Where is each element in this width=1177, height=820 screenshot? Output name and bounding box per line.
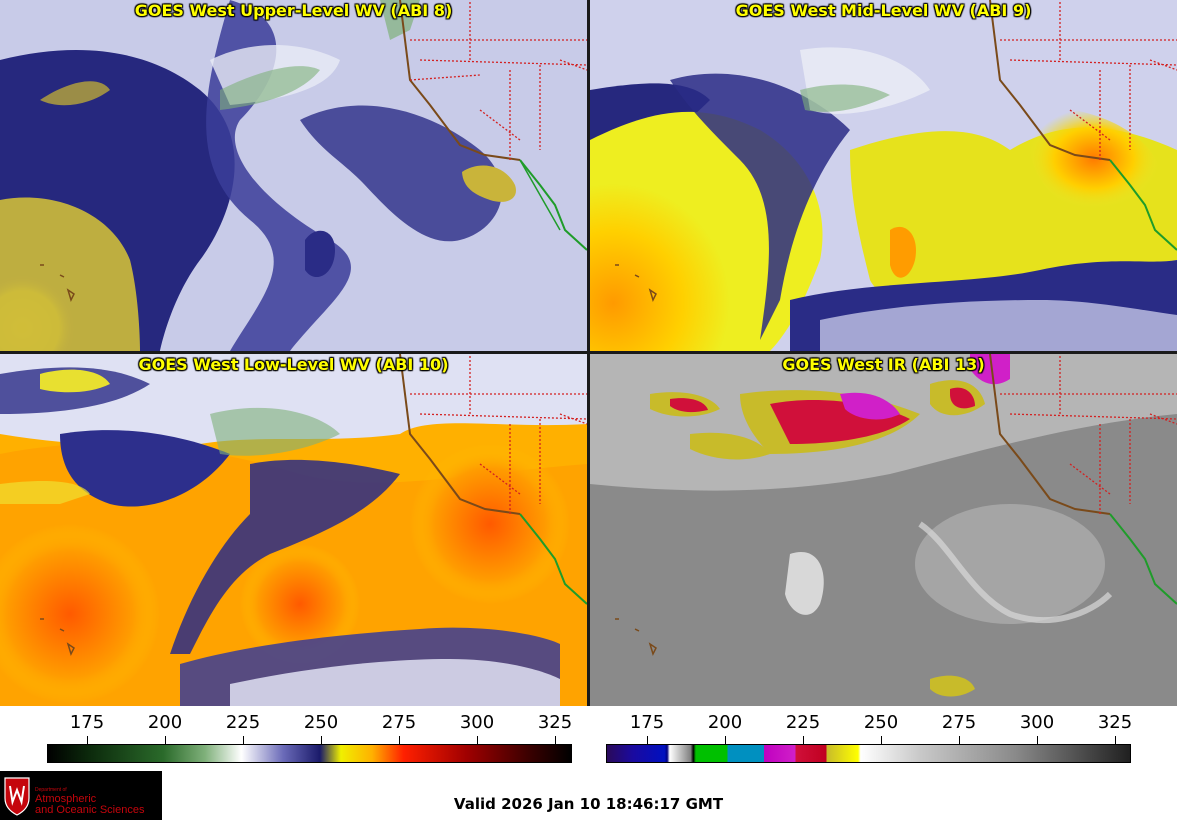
aos-logo: Department of Atmospheric and Oceanic Sc… <box>0 771 162 820</box>
ir-tick-mark <box>803 736 804 744</box>
mid-level-wv-image <box>590 0 1177 351</box>
wv-tick-label: 300 <box>459 712 495 733</box>
ir-tick-mark <box>1115 736 1116 744</box>
wv-tick-label: 250 <box>303 712 339 733</box>
wv-tick-mark <box>399 736 400 744</box>
upper-level-wv-panel: GOES West Upper-Level WV (ABI 8) <box>0 0 587 351</box>
ir-panel: GOES West IR (ABI 13) <box>590 354 1177 706</box>
ir-tick-label: 200 <box>707 712 743 733</box>
logo-line1: Atmospheric <box>35 793 97 805</box>
panel-divider-horizontal <box>0 351 1177 354</box>
mid-level-wv-panel: GOES West Mid-Level WV (ABI 9) <box>590 0 1177 351</box>
ir-tick-mark <box>1037 736 1038 744</box>
valid-time: Valid 2026 Jan 10 18:46:17 GMT <box>453 795 724 813</box>
wv-tick-mark <box>243 736 244 744</box>
upper-level-wv-image <box>0 0 587 351</box>
low-level-wv-panel: GOES West Low-Level WV (ABI 10) <box>0 354 587 706</box>
ir-tick-mark <box>881 736 882 744</box>
low-level-wv-title: GOES West Low-Level WV (ABI 10) <box>138 355 449 374</box>
wv-tick-mark <box>321 736 322 744</box>
wv-tick-label: 275 <box>381 712 417 733</box>
ir-title: GOES West IR (ABI 13) <box>782 355 985 374</box>
ir-tick-label: 175 <box>629 712 665 733</box>
wv-tick-label: 175 <box>69 712 105 733</box>
ir-tick-mark <box>647 736 648 744</box>
ir-tick-label: 275 <box>941 712 977 733</box>
logo-line2: and Oceanic Sciences <box>35 804 145 816</box>
ir-image <box>590 354 1177 706</box>
ir-tick-mark <box>959 736 960 744</box>
logo-department-text: Department of <box>35 787 67 793</box>
ir-tick-label: 225 <box>785 712 821 733</box>
uw-crest-icon <box>4 777 30 816</box>
wv-tick-label: 325 <box>537 712 573 733</box>
upper-level-wv-title: GOES West Upper-Level WV (ABI 8) <box>134 1 453 20</box>
wv-tick-mark <box>87 736 88 744</box>
wv-colorbar <box>47 744 572 763</box>
low-level-wv-image <box>0 354 587 706</box>
wv-tick-mark <box>477 736 478 744</box>
mid-level-wv-title: GOES West Mid-Level WV (ABI 9) <box>735 1 1032 20</box>
ir-tick-label: 250 <box>863 712 899 733</box>
wv-tick-mark <box>165 736 166 744</box>
ir-tick-mark <box>725 736 726 744</box>
ir-colorbar <box>606 744 1131 763</box>
wv-tick-label: 200 <box>147 712 183 733</box>
ir-tick-label: 325 <box>1097 712 1133 733</box>
wv-tick-mark <box>555 736 556 744</box>
ir-tick-label: 300 <box>1019 712 1055 733</box>
wv-tick-label: 225 <box>225 712 261 733</box>
